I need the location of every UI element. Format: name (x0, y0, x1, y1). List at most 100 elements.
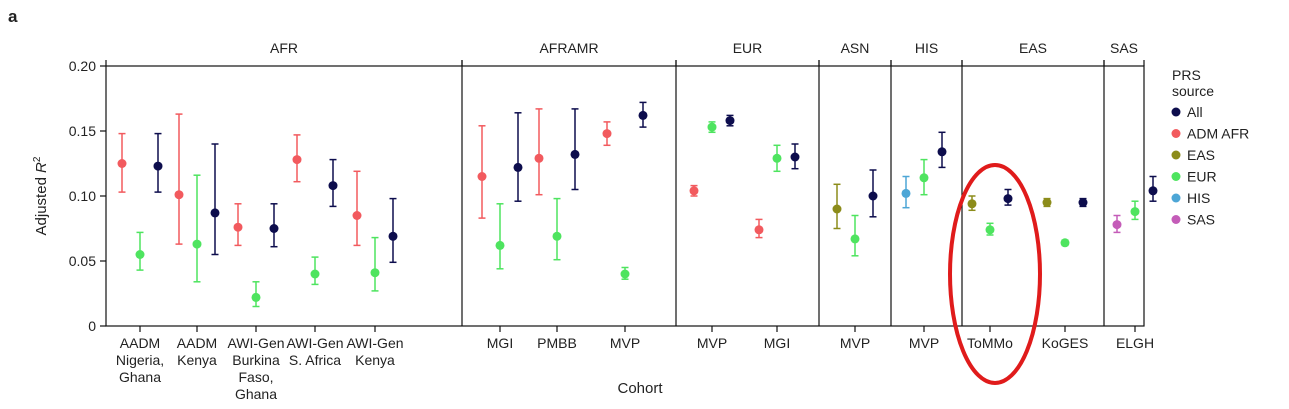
data-point (570, 149, 580, 159)
legend-swatch (1171, 129, 1181, 138)
data-point (513, 162, 523, 172)
data-point (707, 122, 717, 132)
plot-frame (105, 65, 1145, 327)
y-tick-label: 0.05 (69, 253, 96, 269)
x-tick-label: AWI-Gen (286, 335, 343, 351)
data-point (153, 161, 163, 171)
data-point (772, 153, 782, 163)
legend-entry: EAS (1187, 147, 1215, 163)
data-point (1078, 198, 1088, 207)
panel-label: a (8, 7, 18, 26)
x-tick-label: Ghana (119, 369, 161, 385)
data-point (1003, 194, 1013, 204)
x-tick-label: KoGES (1042, 335, 1089, 351)
x-axis-title: Cohort (617, 380, 663, 397)
x-tick-label: S. Africa (289, 352, 341, 368)
data-point (937, 147, 947, 157)
data-point (174, 190, 184, 200)
data-point (388, 231, 398, 241)
x-tick-label: Burkina (232, 352, 280, 368)
legend-swatch (1171, 107, 1181, 117)
data-point (370, 268, 380, 278)
data-point (192, 239, 202, 249)
data-point (689, 186, 699, 196)
data-point (919, 173, 929, 183)
data-point (602, 129, 612, 139)
data-point (754, 225, 764, 235)
data-point (1130, 207, 1140, 217)
data-point (292, 155, 302, 165)
x-tick-label: AADM (177, 335, 217, 351)
x-tick-label: Faso, (238, 369, 273, 385)
data-point (832, 204, 842, 214)
data-point (552, 231, 562, 241)
x-tick-label: Kenya (355, 352, 395, 368)
data-point (117, 159, 127, 168)
y-axis-title: Adjusted R2 (32, 156, 50, 235)
x-tick-label: MVP (697, 335, 727, 351)
legend-entry: EUR (1187, 169, 1217, 185)
data-point (135, 250, 145, 259)
highlight-ellipse (948, 163, 1042, 385)
data-point (638, 110, 648, 120)
y-tick-label: 0.10 (69, 188, 96, 204)
legend-entry: All (1187, 104, 1203, 120)
x-tick-label: AWI-Gen (346, 335, 403, 351)
data-point (210, 208, 220, 218)
data-point (790, 152, 800, 162)
legend-swatch (1171, 172, 1181, 181)
data-point (495, 240, 505, 250)
legend-swatch (1171, 150, 1181, 160)
x-tick-label: Ghana (235, 386, 277, 402)
data-point (1060, 238, 1070, 248)
data-point (725, 116, 735, 126)
data-point (352, 211, 362, 220)
legend-swatch (1171, 215, 1181, 224)
legend-title: PRS (1172, 67, 1201, 83)
legend-title: source (1172, 83, 1214, 99)
x-tick-label: ToMMo (967, 335, 1013, 351)
x-tick-label: MVP (840, 335, 870, 351)
data-point (233, 222, 243, 232)
data-point (1148, 186, 1158, 196)
x-tick-label: Kenya (177, 352, 217, 368)
data-point (985, 225, 995, 235)
group-label: AFRAMR (539, 40, 598, 56)
x-tick-label: AADM (120, 335, 160, 351)
data-point (328, 181, 338, 191)
data-point (534, 153, 544, 163)
x-tick-label: MVP (909, 335, 939, 351)
data-point (868, 191, 878, 201)
group-label: AFR (270, 40, 298, 56)
x-tick-label: ELGH (1116, 335, 1154, 351)
x-tick-label: AWI-Gen (227, 335, 284, 351)
x-tick-label: MGI (487, 335, 513, 351)
data-point (850, 234, 860, 244)
data-point (251, 292, 261, 302)
data-point (1112, 220, 1122, 230)
y-tick-label: 0 (88, 318, 96, 334)
data-point (901, 188, 911, 198)
x-tick-label: MVP (610, 335, 640, 351)
group-label: EUR (733, 40, 763, 56)
x-tick-label: PMBB (537, 335, 577, 351)
group-label: HIS (915, 40, 938, 56)
data-point (477, 172, 487, 181)
data-point (967, 199, 977, 209)
y-tick-label: 0.15 (69, 123, 96, 139)
y-tick-label: 0.20 (69, 58, 96, 74)
group-label: EAS (1019, 40, 1047, 56)
data-point (269, 224, 279, 233)
legend-entry: ADM AFR (1187, 126, 1249, 142)
legend-entry: SAS (1187, 212, 1215, 228)
data-point (1042, 198, 1052, 207)
group-label: SAS (1110, 40, 1138, 56)
data-point (310, 269, 320, 279)
data-point (620, 269, 630, 279)
legend-swatch (1171, 193, 1181, 203)
x-tick-label: MGI (764, 335, 790, 351)
legend-entry: HIS (1187, 190, 1210, 206)
group-label: ASN (841, 40, 870, 56)
x-tick-label: Nigeria, (116, 352, 164, 368)
